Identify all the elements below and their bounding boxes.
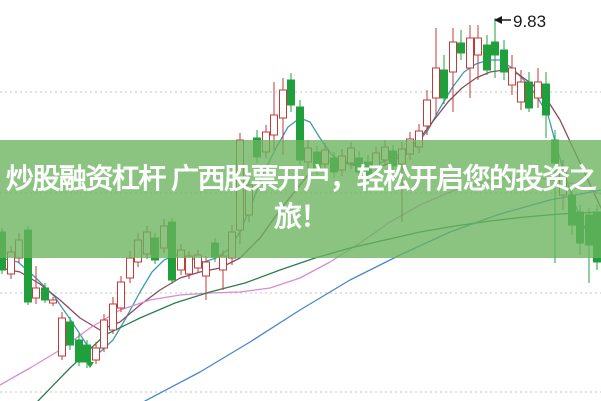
candle	[449, 28, 457, 112]
candle-body	[49, 299, 57, 304]
candle	[483, 35, 491, 75]
candle-body	[202, 261, 210, 277]
candle-body	[185, 255, 193, 275]
candle-body	[525, 81, 533, 109]
candle	[432, 28, 440, 115]
candle-body	[474, 37, 482, 56]
candle-body	[100, 319, 108, 349]
candle-body	[491, 41, 499, 56]
candle-body	[457, 42, 465, 54]
candle-body	[58, 317, 66, 357]
candle-body	[542, 83, 550, 116]
candle-body	[279, 89, 287, 119]
candle-body	[117, 281, 125, 309]
candle	[100, 314, 108, 352]
candle	[49, 297, 57, 306]
candle-body	[440, 69, 448, 99]
candle-body	[41, 287, 49, 301]
candle	[423, 90, 431, 135]
candle	[491, 18, 499, 78]
candle	[202, 256, 210, 300]
candle	[525, 72, 533, 112]
candle-body	[66, 321, 74, 346]
promo-banner-line2: 旅！	[273, 201, 329, 232]
candle-body	[92, 347, 100, 361]
candle	[66, 317, 74, 350]
candle	[466, 25, 474, 98]
candle	[474, 25, 482, 80]
candle-body	[534, 81, 542, 99]
candle-body	[517, 81, 525, 103]
candle-body	[432, 67, 440, 99]
promo-banner[interactable]: 炒股融资杠杆 广西股票开户，轻松开启您的投资之 旅！	[0, 140, 601, 258]
candle-body	[32, 287, 40, 299]
candle	[508, 55, 516, 95]
candle	[517, 70, 525, 110]
candle	[440, 55, 448, 104]
marker-head	[86, 362, 94, 368]
candle-body	[508, 67, 516, 86]
candle-body	[449, 41, 457, 73]
candle	[75, 334, 83, 366]
candle	[117, 276, 125, 312]
candle	[270, 82, 278, 150]
candle	[500, 40, 508, 80]
candle-body	[483, 44, 491, 71]
annotation-arrowhead-icon	[494, 16, 502, 24]
candle-body	[219, 255, 227, 271]
candle-body	[270, 114, 278, 136]
down-arrow-marker	[86, 356, 94, 368]
price-annotation: 9.83	[494, 12, 546, 31]
candle	[542, 72, 550, 138]
candle	[109, 297, 117, 334]
candle	[58, 312, 66, 360]
candle	[287, 73, 295, 112]
candle-body	[126, 257, 134, 279]
promo-banner-line1: 炒股融资杠杆 广西股票开户，轻松开启您的投资之	[5, 163, 597, 194]
candle	[32, 266, 40, 304]
candle-body	[423, 99, 431, 127]
price-label: 9.83	[513, 12, 546, 31]
candle-body	[466, 37, 474, 69]
candle-body	[109, 303, 117, 331]
candle	[92, 342, 100, 364]
candle	[534, 68, 542, 108]
candle	[41, 283, 49, 303]
candle-body	[75, 339, 83, 363]
candle-body	[287, 79, 295, 106]
candle-body	[500, 49, 508, 73]
candle	[457, 30, 465, 60]
